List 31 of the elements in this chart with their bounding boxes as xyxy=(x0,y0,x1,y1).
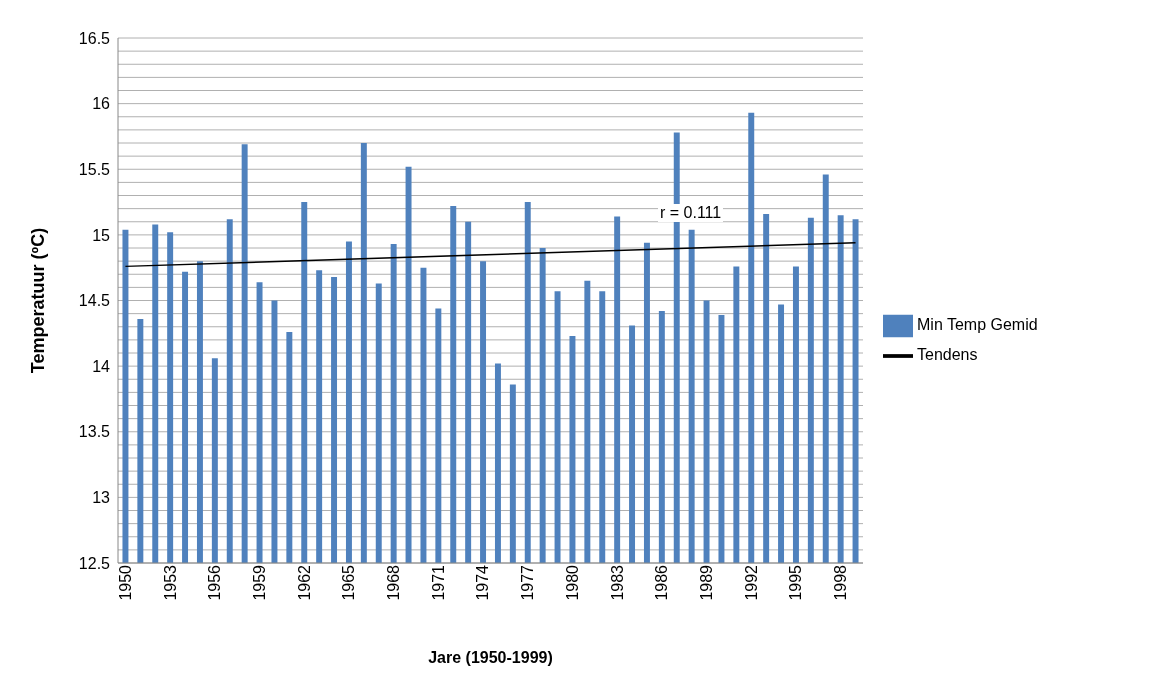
x-tick-label: 1956 xyxy=(206,564,224,601)
x-tick-label: 1977 xyxy=(519,564,537,601)
y-tick-label: 14 xyxy=(92,357,111,375)
x-tick-label: 1989 xyxy=(697,564,715,601)
legend-label: Min Temp Gemid xyxy=(917,315,1038,333)
y-axis-title: Temperatuur (ºC) xyxy=(28,227,49,374)
x-tick-label: 1980 xyxy=(563,564,581,601)
y-tick-label: 13 xyxy=(92,489,111,507)
annotation: r = 0.111 xyxy=(658,204,724,222)
x-tick-label: 1995 xyxy=(787,564,805,601)
x-tick-label: 1953 xyxy=(161,564,179,601)
x-tick-label: 1950 xyxy=(116,564,134,601)
x-tick-label: 1959 xyxy=(250,564,268,601)
x-axis-title: Jare (1950-1999) xyxy=(428,649,553,666)
legend-label: Tendens xyxy=(917,345,978,363)
x-tick-label: 1998 xyxy=(832,564,850,601)
y-tick-label: 16.5 xyxy=(78,29,111,47)
x-tick-label: 1965 xyxy=(340,564,358,601)
y-tick-label: 15.5 xyxy=(78,160,111,178)
y-tick-label: 13.5 xyxy=(78,423,111,441)
x-tick-label: 1992 xyxy=(742,564,760,601)
x-tick-label: 1974 xyxy=(474,564,492,601)
x-tick-label: 1986 xyxy=(653,564,671,601)
x-tick-label: 1983 xyxy=(608,564,626,601)
y-tick-label: 16 xyxy=(92,95,111,113)
y-tick-label: 14.5 xyxy=(78,292,111,310)
x-tick-label: 1968 xyxy=(385,564,403,601)
y-tick-label: 15 xyxy=(92,226,111,244)
y-tick-label: 12.5 xyxy=(78,554,111,572)
x-tick-label: 1971 xyxy=(429,564,447,601)
x-tick-label: 1962 xyxy=(295,564,313,601)
